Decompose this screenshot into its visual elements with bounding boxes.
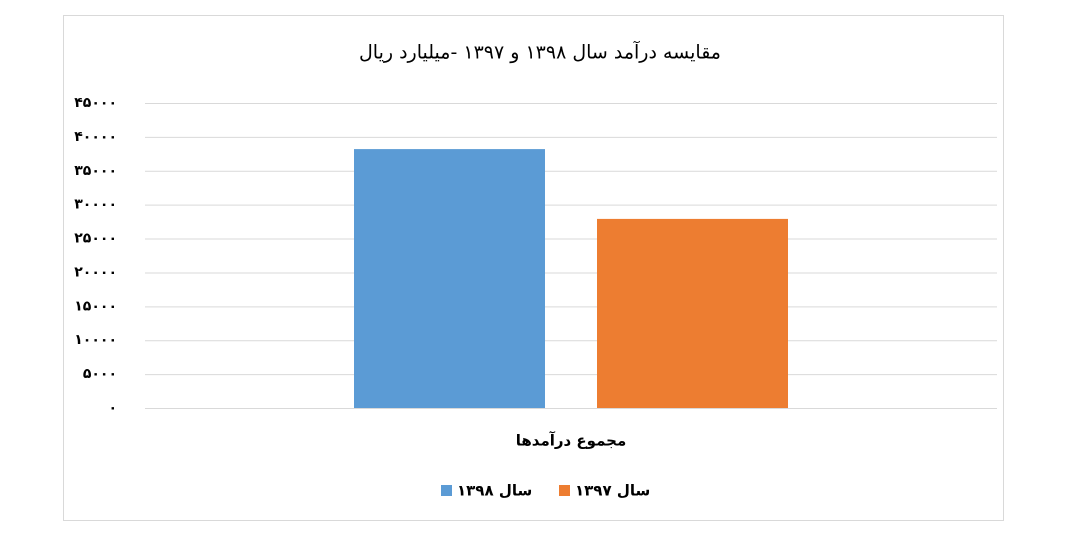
y-tick-label: ۳۰۰۰۰: [74, 197, 117, 213]
y-tick-label: ۵۰۰۰: [83, 366, 117, 382]
chart-title: مقایسه درآمد سال ۱۳۹۸ و ۱۳۹۷ -میلیارد ری…: [359, 40, 721, 64]
y-tick-label: ۲۵۰۰۰: [74, 231, 117, 247]
y-tick-label: ۱۰۰۰۰: [74, 332, 117, 348]
bar: [597, 218, 788, 408]
y-tick-label: ۳۵۰۰۰: [74, 163, 117, 179]
y-tick-label: ۲۰۰۰۰: [74, 264, 117, 280]
y-tick-label: ۴۰۰۰۰: [74, 129, 117, 145]
y-tick-label: ۰: [108, 400, 117, 416]
bar: [354, 149, 545, 409]
legend-swatch: [441, 485, 452, 496]
legend-label: سال ۱۳۹۷: [575, 482, 650, 500]
x-tick-label: مجموع درآمدها: [516, 432, 627, 450]
legend-swatch: [559, 485, 570, 496]
y-tick-label: ۴۵۰۰۰: [74, 95, 117, 111]
y-tick-label: ۱۵۰۰۰: [74, 298, 117, 314]
legend-label: سال ۱۳۹۸: [457, 482, 532, 500]
